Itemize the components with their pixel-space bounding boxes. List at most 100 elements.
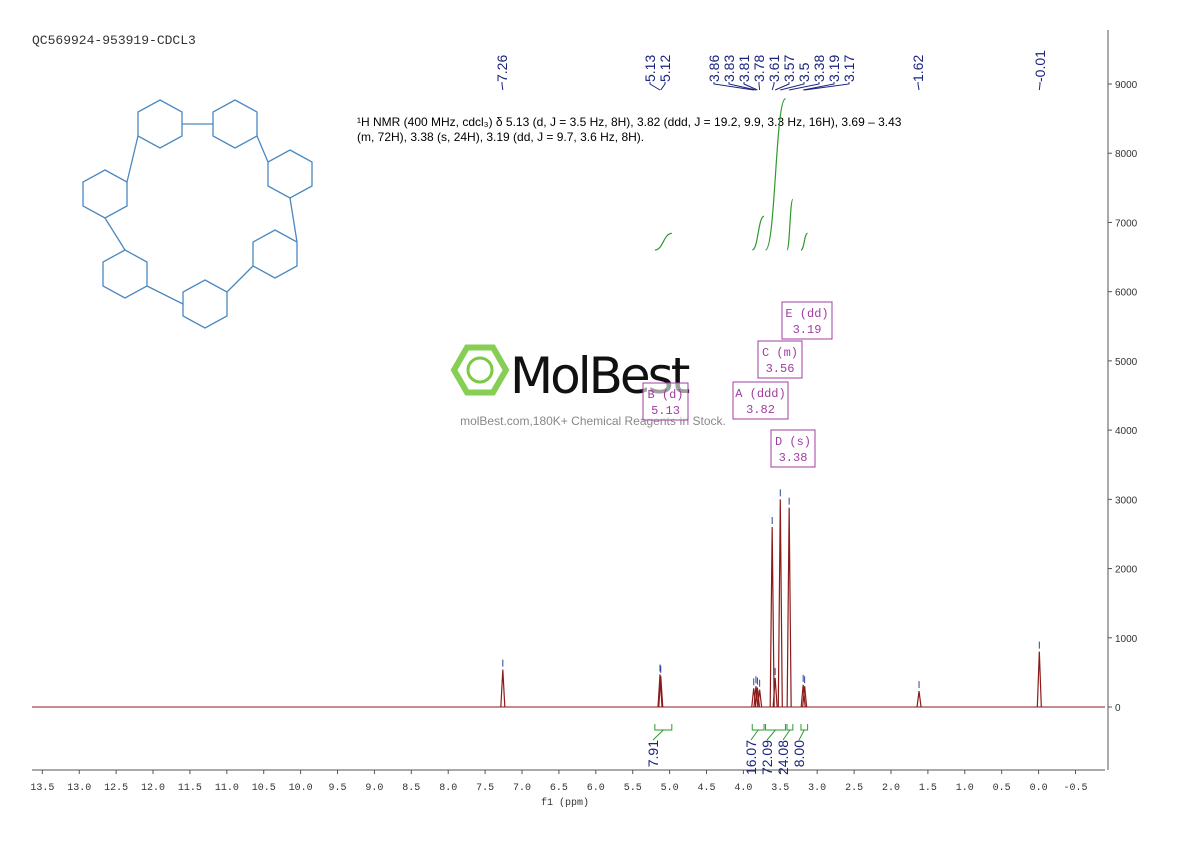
y-tick-label: 1000 <box>1115 634 1138 645</box>
x-tick-label: 12.0 <box>141 783 165 794</box>
peak-label: 3.81 <box>736 55 752 82</box>
peak-leader <box>789 82 820 91</box>
x-tick-label: 7.5 <box>476 783 494 794</box>
x-tick-label: 12.5 <box>104 783 128 794</box>
integral-leader <box>766 729 776 741</box>
peak-label: -0.01 <box>1032 50 1048 82</box>
peak-leader <box>1038 82 1041 91</box>
y-tick-label: 9000 <box>1115 80 1138 91</box>
peak-leader <box>771 82 775 91</box>
x-tick-label: 5.0 <box>661 783 679 794</box>
x-tick-label: 3.0 <box>808 783 826 794</box>
integral-leader <box>782 729 791 741</box>
nmr-annotation: ¹H NMR (400 MHz, cdcl₃) δ 5.13 (d, J = 3… <box>357 115 905 144</box>
integral-curve <box>786 198 794 251</box>
peak-label: 3.83 <box>721 55 737 82</box>
multiplet-label: E (dd) <box>785 307 828 321</box>
x-tick-label: 8.0 <box>439 783 457 794</box>
integral-curve <box>764 98 787 251</box>
y-tick-label: 6000 <box>1115 288 1138 299</box>
multiplet-box <box>770 429 816 468</box>
x-tick-label: 1.0 <box>956 783 974 794</box>
integral-bracket <box>751 724 765 731</box>
x-tick-label: 2.5 <box>845 783 863 794</box>
peak <box>500 669 506 708</box>
integral-label: 72.09 <box>759 740 775 775</box>
integral-leader <box>652 729 664 741</box>
peak-leader <box>649 82 661 91</box>
multiplet-shift: 3.56 <box>766 362 795 376</box>
integral-leader <box>750 729 759 741</box>
peak <box>769 527 775 708</box>
integral-curve <box>800 232 808 251</box>
peak-label: 3.86 <box>706 55 722 82</box>
integral-bracket <box>800 724 809 731</box>
peak <box>802 686 808 708</box>
peak <box>657 674 663 708</box>
peak-label: 5.13 <box>642 55 658 82</box>
x-tick-label: 11.5 <box>178 783 202 794</box>
integral-label: 8.00 <box>791 740 807 767</box>
peak <box>1036 651 1042 708</box>
peak-leader <box>728 82 757 91</box>
multiplet-label: B (d) <box>647 388 683 402</box>
peak-leader <box>713 82 754 91</box>
multiplet-box <box>642 382 689 421</box>
x-tick-label: 13.0 <box>67 783 91 794</box>
peak <box>658 675 664 708</box>
x-tick-label: 5.5 <box>624 783 642 794</box>
y-tick-label: 5000 <box>1115 357 1138 368</box>
integral-label: 7.91 <box>645 740 661 767</box>
y-tick-label: 8000 <box>1115 149 1138 160</box>
x-tick-label: 10.0 <box>289 783 313 794</box>
multiplet-shift: 3.82 <box>746 403 775 417</box>
watermark-logo <box>450 344 510 396</box>
peak-leader <box>501 82 504 91</box>
x-tick-label: -0.5 <box>1063 783 1087 794</box>
integral-bracket <box>654 724 673 731</box>
x-tick-label: 11.0 <box>215 783 239 794</box>
peak-label: 1.62 <box>910 55 926 82</box>
x-tick-label: 6.5 <box>550 783 568 794</box>
chart-title: QC569924-953919-CDCL3 <box>32 33 196 48</box>
peak-leader <box>917 82 920 91</box>
x-tick-label: 13.5 <box>30 783 54 794</box>
peak <box>777 499 783 708</box>
multiplet-shift: 3.38 <box>779 451 808 465</box>
peak-leader <box>660 82 666 91</box>
integral-bracket <box>786 724 794 731</box>
molecule-structure <box>82 99 313 329</box>
x-axis-label: f1 (ppm) <box>541 797 589 809</box>
multiplet-shift: 5.13 <box>651 404 680 418</box>
integral-leader <box>798 729 805 741</box>
multiplet-label: D (s) <box>775 435 811 449</box>
peak-leader <box>774 82 790 91</box>
peak <box>772 677 778 708</box>
multiplet-box <box>781 301 833 340</box>
peak-label: 3.61 <box>766 55 782 82</box>
y-tick-label: 4000 <box>1115 426 1138 437</box>
peak-label: 3.5 <box>796 62 812 82</box>
x-tick-label: 9.0 <box>365 783 383 794</box>
multiplet-label: C (m) <box>762 346 798 360</box>
peak <box>753 686 759 708</box>
multiplet-box <box>732 381 789 420</box>
peak <box>916 691 922 708</box>
peak <box>800 684 806 708</box>
integral-curve <box>751 215 765 251</box>
x-tick-label: 1.5 <box>919 783 937 794</box>
peak-label: 3.57 <box>781 55 797 82</box>
peak <box>757 689 763 708</box>
y-tick-label: 0 <box>1115 703 1121 714</box>
peak-label: 5.12 <box>657 55 673 82</box>
y-tick-label: 2000 <box>1115 565 1138 576</box>
x-tick-label: 8.5 <box>402 783 420 794</box>
integral-curve <box>654 232 672 251</box>
x-tick-label: 0.0 <box>1030 783 1048 794</box>
peak-leader <box>780 82 805 91</box>
y-tick-label: 7000 <box>1115 218 1138 229</box>
integral-bracket <box>765 724 786 731</box>
multiplet-box <box>757 340 803 379</box>
peak-label: 3.38 <box>811 55 827 82</box>
